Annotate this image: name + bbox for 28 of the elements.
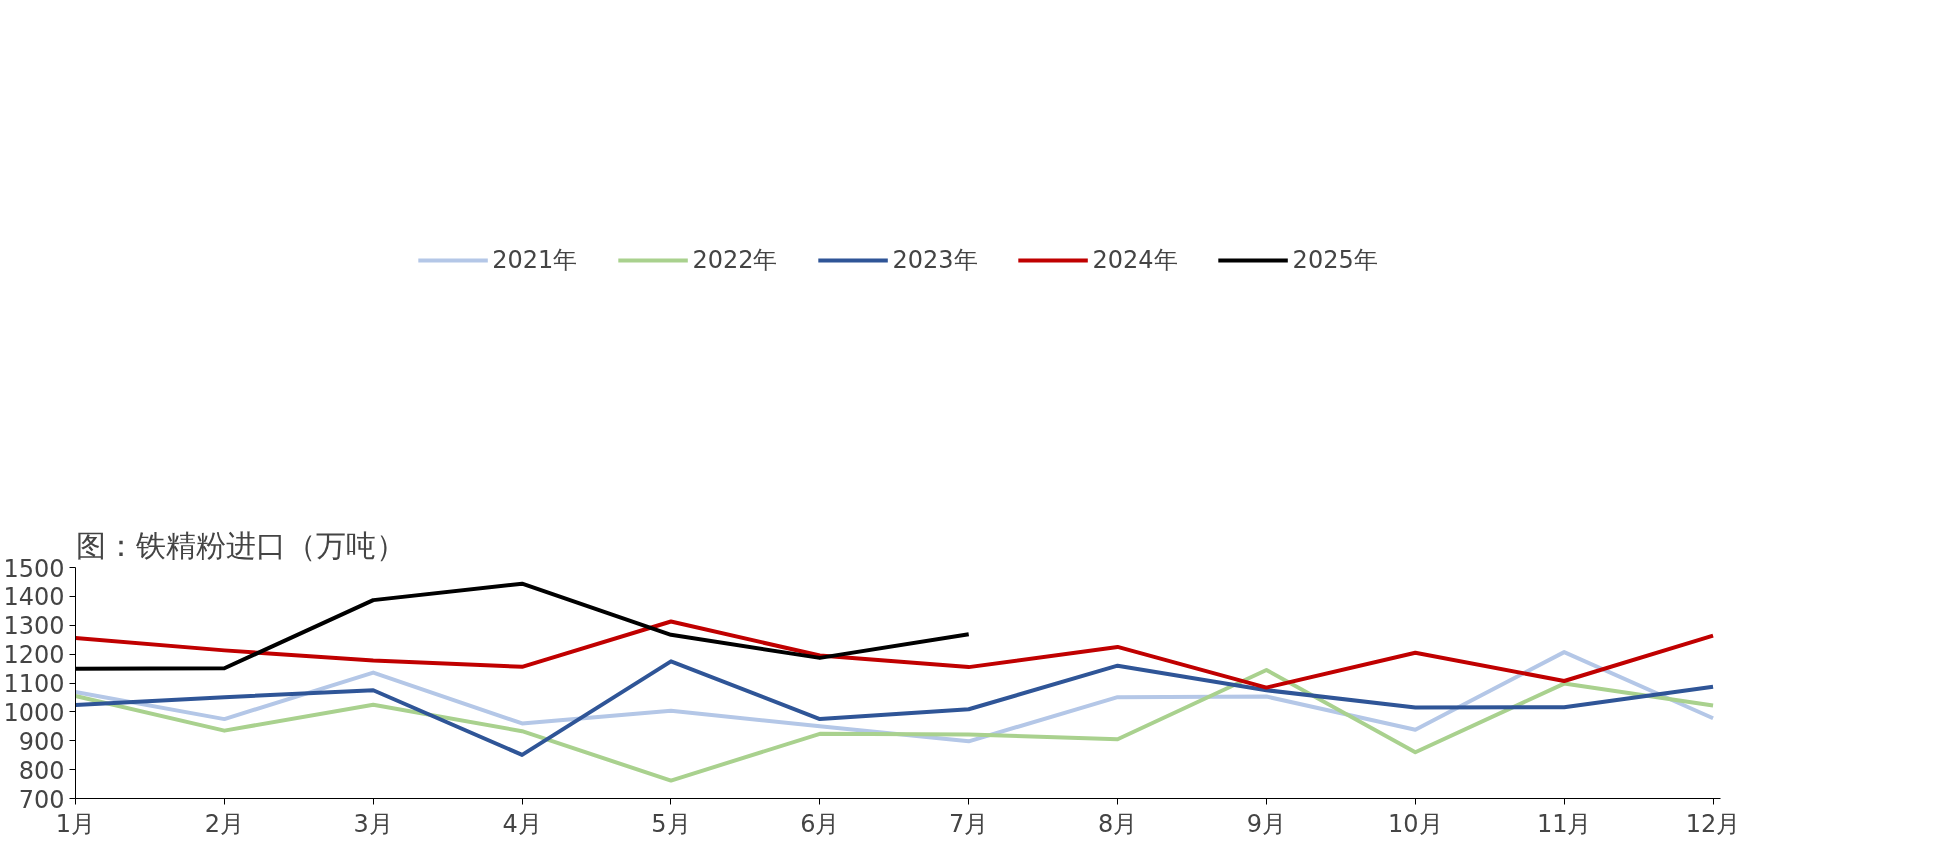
x-tick-label: 3月	[353, 809, 393, 838]
y-tick-label: 1100	[3, 670, 65, 698]
x-tick-label: 9月	[1246, 809, 1287, 838]
legend-label: 2024年	[1092, 245, 1178, 276]
line-series	[75, 619, 1716, 690]
x-tick-label: 5月	[651, 809, 691, 838]
legend-label: 2023年	[892, 245, 978, 276]
y-tick-label: 1200	[3, 641, 65, 670]
y-tick-label: 1400	[3, 583, 65, 612]
x-tick-label: 2月	[204, 809, 245, 838]
y-tick-label: 1500	[3, 554, 65, 583]
line-series	[75, 668, 1716, 783]
y-tick-label: 1300	[3, 612, 65, 641]
x-tick-label: 4月	[502, 809, 542, 838]
x-tick-label: 11月	[1536, 809, 1592, 838]
y-tick-label: 1000	[3, 698, 65, 727]
x-tick-label: 10月	[1388, 809, 1443, 838]
legend-label: 2021年	[492, 245, 578, 276]
x-tick-label: 7月	[949, 809, 989, 838]
y-tick-label: 900	[18, 727, 65, 756]
y-tick-label: 800	[18, 756, 65, 785]
x-tick-label: 12月	[1685, 809, 1741, 838]
x-tick-label: 6月	[800, 809, 840, 838]
x-tick-label: 8月	[1097, 809, 1138, 838]
legend-label: 2025年	[1292, 245, 1378, 276]
line-series	[75, 659, 1716, 757]
chart-title: 图：铁精粉进口（万吨）	[75, 527, 406, 563]
legend-label: 2022年	[692, 245, 778, 276]
